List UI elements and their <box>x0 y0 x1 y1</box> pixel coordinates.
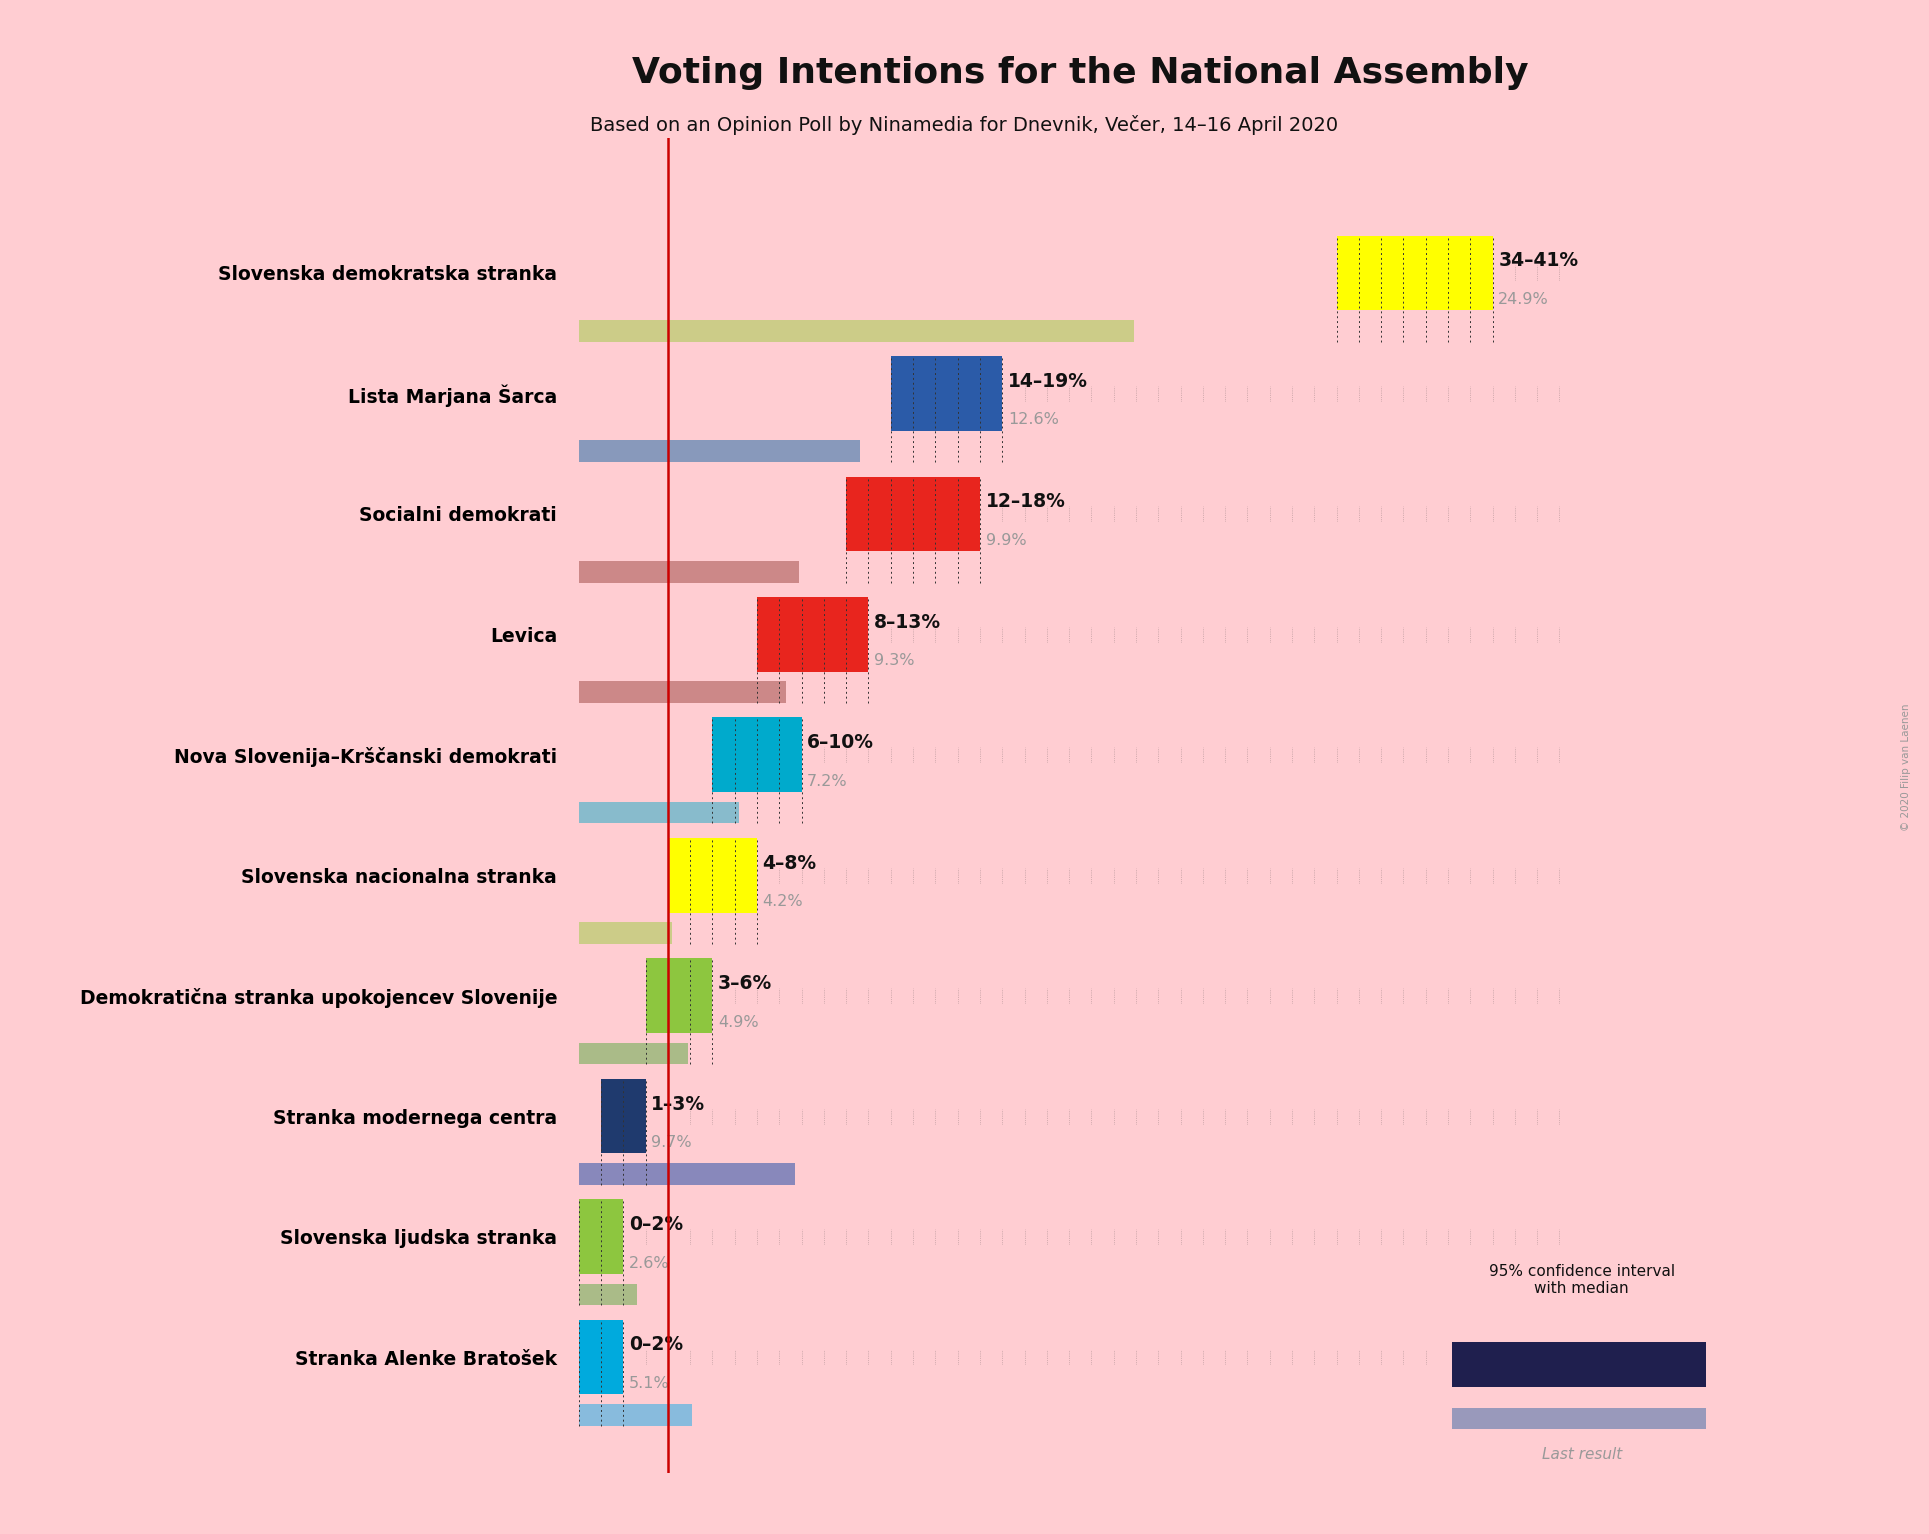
Text: 5.1%: 5.1% <box>629 1376 669 1391</box>
Bar <box>579 440 860 462</box>
Bar <box>602 1200 611 1273</box>
Bar <box>579 681 785 703</box>
Bar <box>974 356 1003 431</box>
Text: 9.3%: 9.3% <box>874 653 914 669</box>
Bar <box>635 1078 646 1154</box>
Bar <box>1337 236 1414 310</box>
Text: 3–6%: 3–6% <box>718 974 772 992</box>
Bar <box>1414 236 1454 310</box>
Text: 95% confidence interval
with median: 95% confidence interval with median <box>1489 1264 1674 1296</box>
Text: 6–10%: 6–10% <box>806 733 874 752</box>
Text: 0–2%: 0–2% <box>629 1336 683 1355</box>
Text: 2.6%: 2.6% <box>629 1255 669 1270</box>
Bar <box>579 922 673 943</box>
Bar <box>756 718 779 792</box>
Text: 8–13%: 8–13% <box>874 612 941 632</box>
Text: 9.7%: 9.7% <box>652 1135 693 1150</box>
Bar <box>579 321 1134 342</box>
Bar <box>696 959 712 1032</box>
Bar <box>579 1200 602 1273</box>
Text: 34–41%: 34–41% <box>1499 252 1578 270</box>
Bar <box>667 838 712 913</box>
Bar <box>1561 1342 1615 1387</box>
Bar <box>1669 1342 1705 1387</box>
Bar <box>611 1200 623 1273</box>
Bar <box>602 1319 611 1394</box>
Text: 4.9%: 4.9% <box>718 1014 758 1029</box>
Bar <box>912 477 947 551</box>
Bar <box>623 1078 635 1154</box>
Text: 7.2%: 7.2% <box>806 773 849 788</box>
Text: 14–19%: 14–19% <box>1007 371 1088 391</box>
Bar <box>891 356 947 431</box>
Text: 12–18%: 12–18% <box>986 492 1065 511</box>
Bar <box>611 1319 623 1394</box>
Text: Based on an Opinion Poll by Ninamedia for Dnevnik, Večer, 14–16 April 2020: Based on an Opinion Poll by Ninamedia fo… <box>590 115 1339 135</box>
Bar <box>579 1163 795 1184</box>
Bar <box>841 597 868 672</box>
Text: 12.6%: 12.6% <box>1007 413 1059 428</box>
Bar <box>579 802 739 824</box>
Bar <box>602 1078 623 1154</box>
Bar <box>756 597 812 672</box>
Bar <box>812 597 841 672</box>
Bar <box>712 718 756 792</box>
Text: 24.9%: 24.9% <box>1499 291 1549 307</box>
Bar <box>679 959 696 1032</box>
Text: 9.9%: 9.9% <box>986 532 1026 548</box>
Bar <box>579 561 799 583</box>
Bar <box>779 718 802 792</box>
Bar <box>1615 1342 1669 1387</box>
Text: 4.2%: 4.2% <box>762 894 802 910</box>
Bar <box>579 1319 602 1394</box>
Bar <box>712 838 735 913</box>
Title: Voting Intentions for the National Assembly: Voting Intentions for the National Assem… <box>633 55 1528 89</box>
Bar <box>1453 1342 1561 1387</box>
Text: 1–3%: 1–3% <box>652 1095 706 1114</box>
Bar <box>947 356 974 431</box>
Text: 0–2%: 0–2% <box>629 1215 683 1233</box>
Text: © 2020 Filip van Laenen: © 2020 Filip van Laenen <box>1900 703 1912 831</box>
Bar <box>847 477 912 551</box>
Text: 4–8%: 4–8% <box>762 853 816 873</box>
Bar <box>579 1043 689 1065</box>
Bar <box>1454 236 1493 310</box>
Bar <box>947 477 980 551</box>
Bar <box>1453 1408 1705 1430</box>
Text: Last result: Last result <box>1541 1448 1622 1462</box>
Bar <box>735 838 756 913</box>
Bar <box>579 1404 693 1425</box>
Bar <box>646 959 679 1032</box>
Bar <box>579 1284 637 1305</box>
